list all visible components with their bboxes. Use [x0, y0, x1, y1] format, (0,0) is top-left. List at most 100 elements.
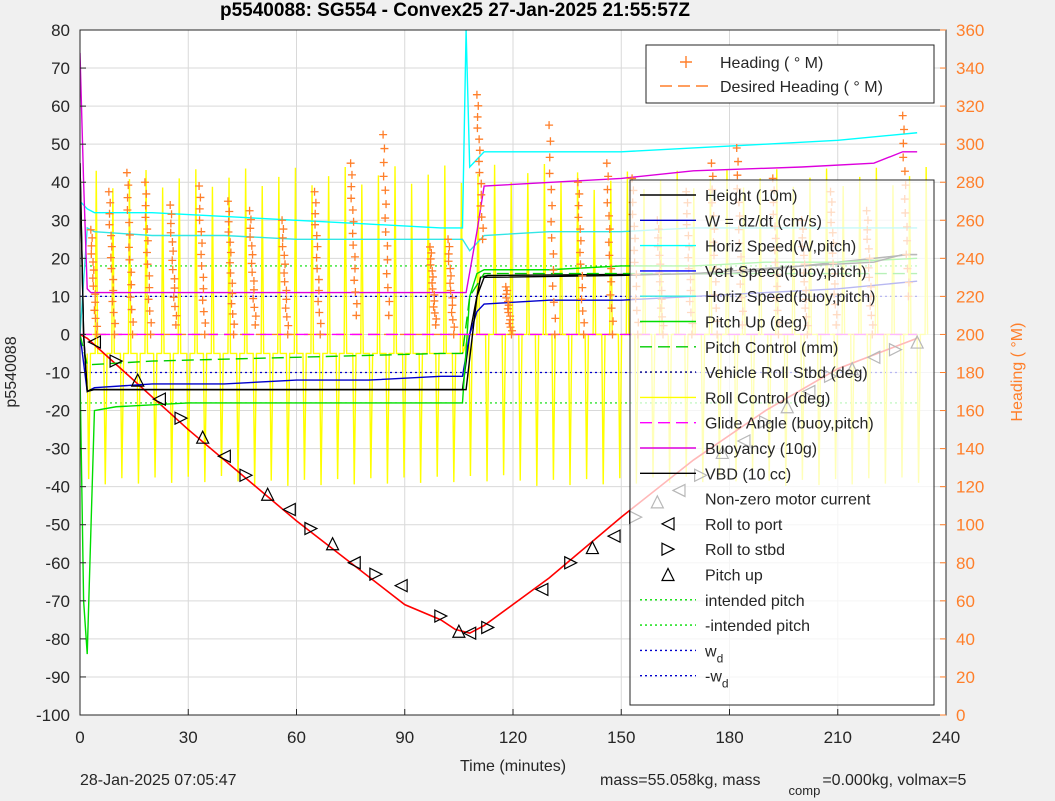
heading-point [105, 220, 114, 229]
heading-point [604, 238, 613, 247]
heading-point [547, 233, 556, 242]
marker-roll-up [260, 486, 275, 501]
y-tick-label: -80 [45, 630, 70, 649]
heading-point [128, 330, 137, 339]
marker-roll-left [393, 578, 408, 593]
x-tick-label: 180 [715, 728, 743, 747]
heading-point [125, 255, 134, 264]
heading-point [198, 239, 207, 248]
heading-point [607, 304, 616, 313]
y2-tick-label: 320 [956, 97, 984, 116]
heading-point [107, 264, 116, 273]
heading-point [573, 178, 582, 187]
heading-point [125, 230, 134, 239]
heading-point [504, 297, 513, 306]
heading-point [576, 236, 585, 245]
marker-roll-up [325, 536, 340, 551]
heading-point [251, 320, 260, 329]
heading-point [224, 227, 233, 236]
y-tick-label: 30 [51, 211, 70, 230]
heading-point [426, 260, 435, 269]
heading-point [248, 268, 257, 277]
legend-main: Height (10m) W = dz/dt (cm/s) Horiz Speed(… [629, 179, 935, 706]
marker-roll-right [239, 468, 254, 483]
heading-point [281, 260, 290, 269]
heading-point [87, 241, 96, 250]
heading-point [125, 218, 134, 227]
heading-point [445, 242, 454, 251]
heading-point [280, 277, 289, 286]
heading-point [607, 264, 616, 273]
heading-point [89, 282, 98, 291]
heading-point [109, 286, 118, 295]
y2-tick-label: 180 [956, 364, 984, 383]
y-tick-label: -40 [45, 478, 70, 497]
heading-point [608, 330, 617, 339]
heading-point [278, 242, 287, 251]
heading-point [379, 172, 388, 181]
x-tick-label: 60 [287, 728, 306, 747]
heading-point [477, 213, 486, 222]
footer-mass-text: mass=55.058kg, mass [600, 772, 761, 789]
legend-marker [661, 542, 676, 557]
marker-roll-right [174, 411, 189, 426]
heading-point [106, 198, 115, 207]
heading-point [381, 186, 390, 195]
footer-volmax-text: =0.000kg, volmax=5 [822, 772, 967, 789]
heading-point [171, 320, 180, 329]
heading-point [504, 301, 513, 310]
heading-point [107, 231, 116, 240]
heading-point [385, 297, 394, 306]
heading-point [379, 158, 388, 167]
y-tick-label: 60 [51, 97, 70, 116]
heading-point [732, 143, 741, 152]
y2-tick-label: 100 [956, 516, 984, 535]
heading-point [311, 209, 320, 218]
heading-point [225, 207, 234, 216]
heading-point [429, 302, 438, 311]
y2-tick-label: 80 [956, 554, 975, 573]
y2-tick-label: 60 [956, 592, 975, 611]
heading-point [315, 308, 324, 317]
heading-point [347, 194, 356, 203]
legend-label: VBD (10 cc) [705, 466, 791, 483]
heading-point [602, 159, 611, 168]
heading-point [550, 330, 559, 339]
heading-point [473, 112, 482, 121]
heading-point [93, 322, 102, 331]
heading-point [351, 287, 360, 296]
heading-point [350, 264, 359, 273]
heading-point [605, 251, 614, 260]
heading-point [225, 258, 234, 267]
heading-point [450, 323, 459, 332]
y-tick-label: -60 [45, 554, 70, 573]
heading-point [280, 251, 289, 260]
heading-point [141, 201, 150, 210]
heading-point [90, 306, 99, 315]
legend-heading: Heading ( ° M) Desired Heading ( ° M) [645, 44, 935, 104]
heading-point [347, 170, 356, 179]
heading-point [278, 233, 287, 242]
heading-point [606, 290, 615, 299]
heading-point [603, 185, 612, 194]
heading-point [428, 284, 437, 293]
heading-point [109, 275, 118, 284]
heading-point [381, 227, 390, 236]
heading-point [227, 299, 236, 308]
marker-roll-up [130, 372, 145, 387]
y-tick-label: 20 [51, 249, 70, 268]
heading-point [707, 159, 716, 168]
marker-roll-up [585, 540, 600, 555]
y2-tick-label: 240 [956, 249, 984, 268]
heading-point [107, 242, 116, 251]
heading-point [199, 307, 208, 316]
heading-point [382, 269, 391, 278]
heading-point [197, 261, 206, 270]
y2-tick-label: 120 [956, 478, 984, 497]
heading-point [545, 121, 554, 130]
heading-point [898, 111, 907, 120]
heading-point [448, 301, 457, 310]
y2-tick-label: 300 [956, 135, 984, 154]
heading-point [605, 211, 614, 220]
legend-label: Roll Control (deg) [705, 390, 830, 407]
